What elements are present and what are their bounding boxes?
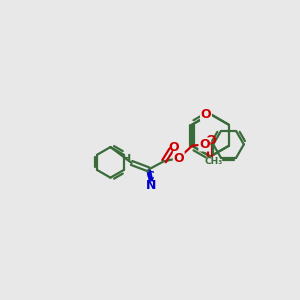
Text: O: O [173,152,184,165]
Text: N: N [146,179,156,192]
Text: O: O [199,138,210,151]
Text: C: C [147,171,154,181]
Text: H: H [122,154,131,164]
Text: CH₃: CH₃ [204,157,222,166]
Text: O: O [205,134,216,147]
Text: O: O [201,108,211,121]
Text: O: O [168,141,179,154]
